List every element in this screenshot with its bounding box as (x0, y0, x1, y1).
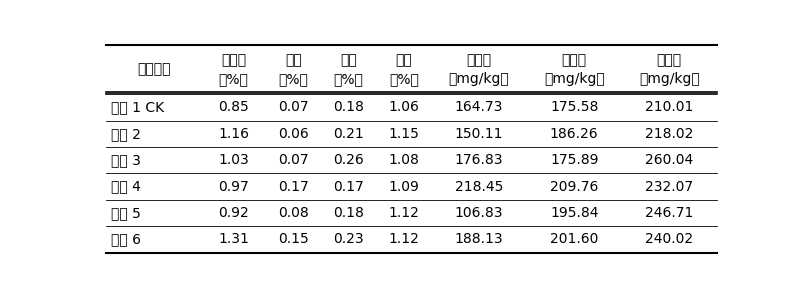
Text: 处理 1 CK: 处理 1 CK (111, 100, 164, 114)
Text: 218.02: 218.02 (645, 127, 694, 141)
Text: 260.04: 260.04 (646, 153, 694, 167)
Text: 0.06: 0.06 (278, 127, 309, 141)
Text: 210.01: 210.01 (645, 100, 694, 114)
Text: 1.03: 1.03 (218, 153, 249, 167)
Text: 速效磷
（mg/kg）: 速效磷 （mg/kg） (544, 53, 605, 86)
Text: 1.15: 1.15 (389, 127, 419, 141)
Text: 0.21: 0.21 (334, 127, 364, 141)
Text: 1.16: 1.16 (218, 127, 249, 141)
Text: 全钾
（%）: 全钾 （%） (389, 53, 419, 86)
Text: 处理 6: 处理 6 (111, 232, 141, 246)
Text: 175.58: 175.58 (550, 100, 598, 114)
Text: 164.73: 164.73 (455, 100, 503, 114)
Text: 0.18: 0.18 (334, 206, 364, 220)
Text: 176.83: 176.83 (455, 153, 503, 167)
Text: 106.83: 106.83 (455, 206, 503, 220)
Text: 有机质
（%）: 有机质 （%） (218, 53, 249, 86)
Text: 1.09: 1.09 (389, 180, 419, 194)
Text: 1.06: 1.06 (389, 100, 419, 114)
Text: 处理 5: 处理 5 (111, 206, 141, 220)
Text: 全氮
（%）: 全氮 （%） (278, 53, 308, 86)
Text: 195.84: 195.84 (550, 206, 598, 220)
Text: 1.31: 1.31 (218, 232, 249, 246)
Text: 0.17: 0.17 (334, 180, 364, 194)
Text: 0.92: 0.92 (218, 206, 249, 220)
Text: 201.60: 201.60 (550, 232, 598, 246)
Text: 186.26: 186.26 (550, 127, 598, 141)
Text: 样品编号: 样品编号 (137, 63, 170, 77)
Text: 速效氮
（mg/kg）: 速效氮 （mg/kg） (449, 53, 510, 86)
Text: 246.71: 246.71 (645, 206, 694, 220)
Text: 处理 3: 处理 3 (111, 153, 141, 167)
Text: 0.07: 0.07 (278, 100, 309, 114)
Text: 0.07: 0.07 (278, 153, 309, 167)
Text: 175.89: 175.89 (550, 153, 598, 167)
Text: 188.13: 188.13 (454, 232, 503, 246)
Text: 1.08: 1.08 (389, 153, 419, 167)
Text: 0.18: 0.18 (334, 100, 364, 114)
Text: 232.07: 232.07 (646, 180, 694, 194)
Text: 0.97: 0.97 (218, 180, 249, 194)
Text: 1.12: 1.12 (389, 232, 419, 246)
Text: 处理 4: 处理 4 (111, 180, 141, 194)
Text: 0.15: 0.15 (278, 232, 309, 246)
Text: 0.17: 0.17 (278, 180, 309, 194)
Text: 218.45: 218.45 (455, 180, 503, 194)
Text: 0.08: 0.08 (278, 206, 309, 220)
Text: 处理 2: 处理 2 (111, 127, 141, 141)
Text: 0.23: 0.23 (334, 232, 364, 246)
Text: 全磷
（%）: 全磷 （%） (334, 53, 363, 86)
Text: 150.11: 150.11 (455, 127, 503, 141)
Text: 209.76: 209.76 (550, 180, 598, 194)
Text: 0.26: 0.26 (334, 153, 364, 167)
Text: 240.02: 240.02 (646, 232, 694, 246)
Text: 速效钾
（mg/kg）: 速效钾 （mg/kg） (639, 53, 700, 86)
Text: 0.85: 0.85 (218, 100, 249, 114)
Text: 1.12: 1.12 (389, 206, 419, 220)
